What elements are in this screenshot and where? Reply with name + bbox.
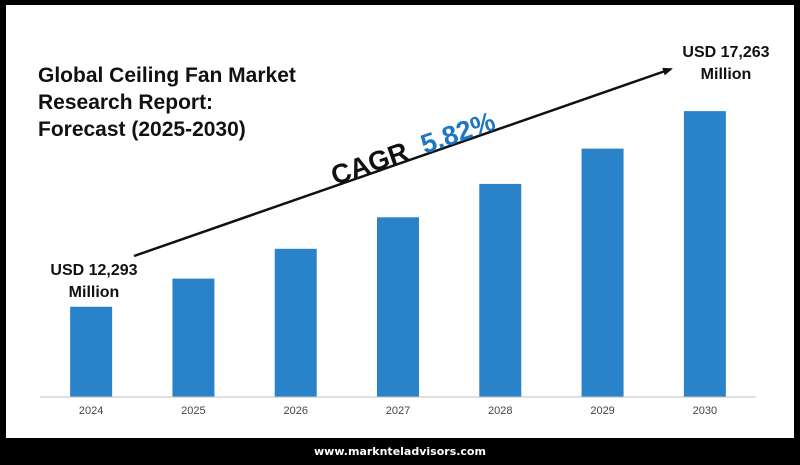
cagr-value: 5.82%: [417, 106, 499, 160]
svg-text:CAGR 5.82%: CAGR 5.82%: [327, 106, 499, 191]
cagr-annotation: CAGR 5.82%: [327, 106, 499, 191]
title-line-1: Global Ceiling Fan Market: [38, 64, 296, 87]
bar-2025: [172, 278, 215, 397]
end-value-label-line-2: Million: [701, 66, 752, 83]
x-tick-label-2024: 2024: [79, 405, 103, 417]
footer-website: www.marknteladvisors.com: [314, 445, 486, 458]
x-tick-label-2027: 2027: [386, 405, 410, 417]
bar-2028: [479, 183, 522, 397]
bar-2030: [683, 111, 726, 397]
start-value-label-line-1: USD 12,293: [50, 262, 137, 279]
bar-2029: [581, 148, 624, 397]
end-value-label-line-1: USD 17,263: [682, 44, 769, 61]
bar-2024: [70, 306, 113, 397]
x-tick-label-2025: 2025: [181, 405, 205, 417]
start-value-label-line-2: Million: [69, 284, 120, 301]
bar-chart: 2024 2025 2026 2027 2028 2029 2030 CAGR 5.82% …: [40, 44, 770, 417]
cagr-label: CAGR: [327, 136, 412, 190]
bar-2026: [274, 248, 317, 397]
x-tick-label-2026: 2026: [283, 405, 307, 417]
x-tick-label-2029: 2029: [590, 405, 614, 417]
chart-frame: Global Ceiling Fan Market Research Repor…: [6, 5, 794, 438]
chart-title: Global Ceiling Fan Market Research Repor…: [38, 62, 338, 143]
x-tick-label-2030: 2030: [693, 405, 717, 417]
trend-arrow: [133, 67, 673, 258]
title-line-2: Research Report:: [38, 91, 214, 114]
x-tick-label-2028: 2028: [488, 405, 512, 417]
bar-2027: [377, 217, 419, 397]
title-line-3: Forecast (2025-2030): [38, 118, 246, 141]
